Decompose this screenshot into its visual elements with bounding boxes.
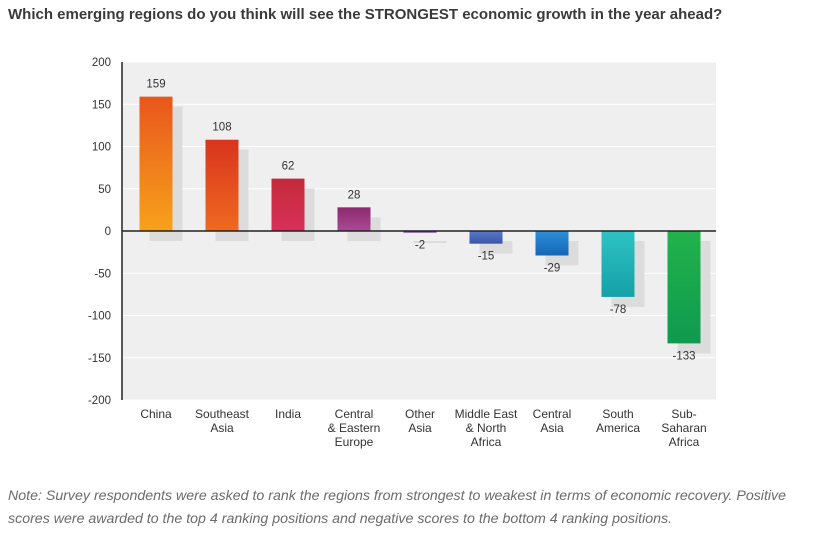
y-tick-label: 200 [92,57,111,69]
bar [601,231,635,297]
bar-shadow [413,241,447,243]
data-label: 159 [146,79,165,91]
bar [271,178,305,231]
data-label: -29 [544,263,561,275]
x-tick-label: Sub-Saharan Africa [661,407,706,449]
y-tick-label: 150 [92,99,111,111]
x-tick-label: Southeast Asia [195,407,250,435]
x-tick-label: Central & Eastern Europe [328,407,381,449]
bar [535,231,569,256]
data-label: 28 [348,189,361,201]
bar [139,96,173,232]
x-tick-label: China [140,407,172,421]
chart-title: Which emerging regions do you think will… [8,6,723,23]
x-tick-label: Middle East & North Africa [455,407,518,449]
bar-shadow [479,241,513,254]
footnote: Note: Survey respondents were asked to r… [8,488,787,527]
data-label: -15 [478,251,495,263]
x-tick-label: South America [596,407,640,435]
data-label: -133 [672,350,695,362]
bar [469,231,503,244]
data-label: -2 [415,240,425,252]
y-tick-label: -100 [88,311,111,323]
y-tick-label: -200 [88,395,111,407]
data-label: -78 [610,304,627,316]
x-tick-label: Other Asia [405,407,435,435]
bar [403,231,437,233]
bar [337,207,371,231]
y-tick-label: 0 [105,226,111,238]
y-tick-label: 100 [92,142,111,154]
y-tick-label: -50 [94,268,111,280]
y-tick-label: 50 [98,184,111,196]
y-tick-label: -150 [88,353,111,365]
bar-chart: 200 150 100 50 0 -50 -100 -150 -200 159 108 62 28 -2… [88,57,716,449]
x-tick-label: Central Asia [533,407,572,435]
x-tick-label: India [275,407,301,421]
bar [667,231,701,344]
data-label: 108 [212,122,231,134]
bar [205,139,239,231]
data-label: 62 [282,161,295,173]
